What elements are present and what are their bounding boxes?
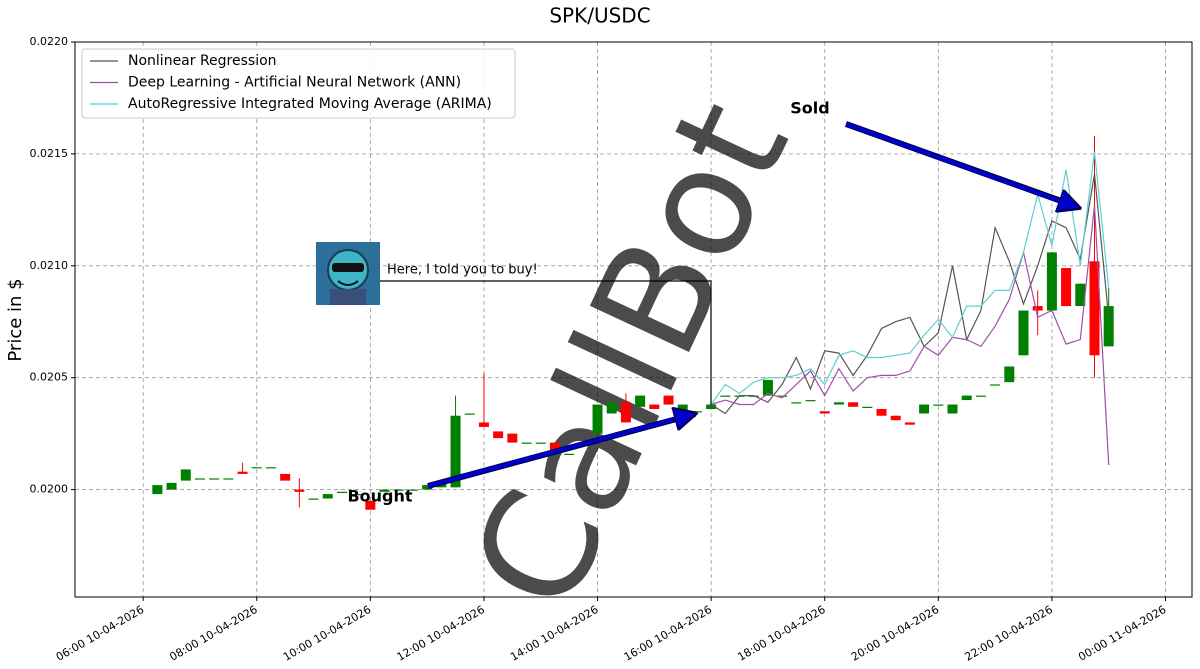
- candle-body: [1103, 306, 1114, 347]
- candle-body: [549, 442, 560, 452]
- candle-body: [720, 395, 731, 397]
- y-tick-label: 0.0210: [30, 259, 69, 272]
- candle-body: [777, 395, 788, 397]
- legend-label: Deep Learning - Artificial Neural Networ…: [128, 75, 461, 91]
- candle-body: [677, 404, 688, 414]
- candle-body: [791, 402, 802, 404]
- candle-body: [961, 395, 972, 401]
- annotation: Here, I told you to buy!: [387, 263, 538, 278]
- legend-box: [81, 48, 516, 119]
- candle-body: [990, 384, 1001, 386]
- series-line: [710, 151, 1110, 405]
- candle-body: [762, 379, 773, 396]
- candle-body: [393, 489, 404, 491]
- annotation: Bought: [347, 487, 412, 506]
- candle-body: [365, 500, 376, 510]
- candle-body: [152, 485, 163, 495]
- candle-body: [933, 404, 944, 406]
- candle-body: [649, 404, 660, 410]
- candle-body: [947, 404, 958, 414]
- candle-body: [294, 489, 305, 492]
- candle-body: [975, 395, 986, 397]
- candle-body: [620, 402, 631, 423]
- candle-body: [450, 415, 461, 488]
- candle-body: [805, 400, 816, 402]
- candle-body: [876, 409, 887, 416]
- legend-label: Nonlinear Regression: [128, 53, 277, 69]
- candle-body: [478, 422, 489, 427]
- legend-label: AutoRegressive Integrated Moving Average…: [128, 96, 492, 112]
- candle-body: [564, 453, 575, 455]
- candle-body: [322, 494, 333, 499]
- candle-body: [223, 478, 234, 480]
- candle-body: [890, 415, 901, 421]
- candle-body: [706, 404, 717, 410]
- candle-body: [592, 404, 603, 434]
- y-tick-label: 0.0200: [30, 483, 69, 496]
- candle-body: [904, 422, 915, 425]
- candle-body: [1061, 268, 1072, 307]
- candle-body: [407, 489, 418, 491]
- candle-body: [862, 406, 873, 408]
- candle-body: [1018, 310, 1029, 356]
- annotation: Sold: [790, 99, 829, 118]
- candle-body: [1075, 283, 1086, 307]
- plot-frame: [74, 41, 1193, 598]
- candle-body: [336, 491, 347, 494]
- callout-line: [380, 280, 712, 405]
- candle-body: [422, 485, 433, 490]
- candle-body: [493, 431, 504, 439]
- arrow: [845, 122, 1074, 206]
- candle-body: [180, 469, 191, 481]
- series-line: [710, 173, 1110, 415]
- candle-body: [833, 402, 844, 405]
- candle-body: [848, 402, 859, 407]
- candle-body: [819, 411, 830, 414]
- candle-body: [308, 498, 319, 500]
- y-axis-label: Price in $: [5, 278, 26, 361]
- candle-body: [1089, 261, 1100, 356]
- candle-body: [1046, 252, 1057, 311]
- candle-body: [209, 478, 220, 480]
- candle-body: [521, 442, 532, 444]
- candle-body: [464, 413, 475, 415]
- candle-body: [351, 494, 362, 496]
- robot-icon: [316, 242, 380, 305]
- candle-body: [280, 473, 291, 481]
- candle-body: [237, 471, 248, 474]
- candle-body: [919, 404, 930, 414]
- candle-body: [507, 433, 518, 443]
- candle-body: [1004, 366, 1015, 383]
- candle-body: [194, 478, 205, 480]
- y-tick-label: 0.0205: [30, 371, 69, 384]
- candle-body: [535, 442, 546, 444]
- arrow: [427, 415, 690, 488]
- y-tick-label: 0.0215: [30, 147, 69, 160]
- y-tick-label: 0.0220: [30, 35, 69, 48]
- candle-body: [265, 467, 276, 469]
- chart-title: SPK/USDC: [549, 4, 650, 28]
- candle-body: [635, 395, 646, 407]
- candle-body: [251, 467, 262, 469]
- candle-body: [606, 402, 617, 414]
- candle-body: [1032, 306, 1043, 311]
- candle-body: [663, 395, 674, 405]
- candle-body: [166, 482, 177, 490]
- candle-body: [379, 489, 390, 492]
- series-line: [710, 205, 1110, 466]
